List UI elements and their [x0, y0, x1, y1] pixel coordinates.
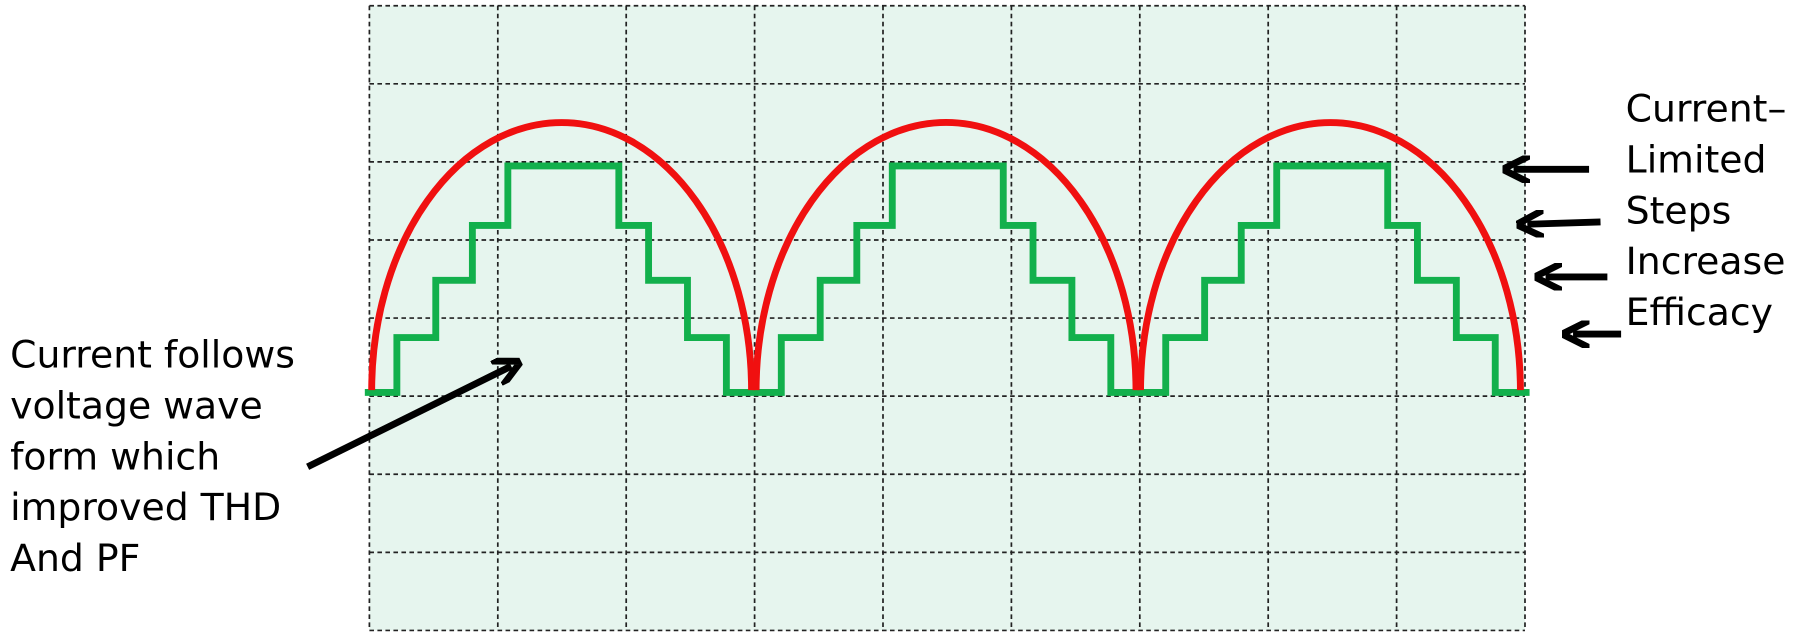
left-annotation-line: voltage wave [10, 383, 263, 427]
right-annotation-line: Limited [1626, 137, 1767, 181]
left-annotation-line: form which [10, 434, 220, 478]
right-annotation-line: Increase [1626, 239, 1786, 283]
waves [364, 118, 1530, 396]
voltage-arc [752, 118, 1140, 391]
right-arrow [1527, 222, 1601, 224]
left-annotation-line: Current follows [10, 332, 295, 376]
right-annotation-line: Steps [1626, 188, 1732, 232]
voltage-arc [368, 118, 755, 391]
left-annotation-line: improved THD [10, 485, 281, 529]
right-annotation-line: Current– [1626, 86, 1787, 130]
current-steps [364, 162, 1530, 396]
left-arrow [306, 366, 512, 470]
right-annotation-line: Efficacy [1626, 290, 1773, 334]
left-annotation-line: And PF [10, 536, 140, 580]
voltage-arc [1137, 118, 1524, 391]
labels: Current follows voltage wave form which imp… [10, 86, 1786, 580]
grid [368, 4, 1526, 632]
